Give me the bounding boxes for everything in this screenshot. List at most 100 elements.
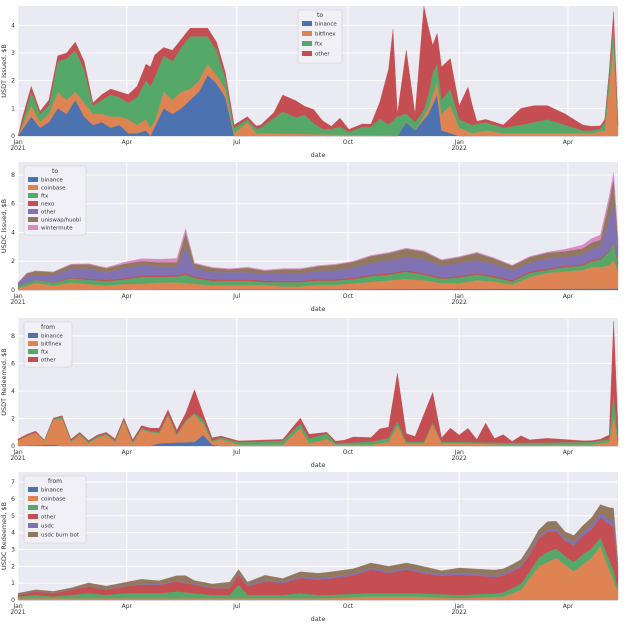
legend-title: to [317, 12, 323, 19]
x-tick-label: Apr [563, 139, 574, 146]
x-tick-label: Oct [343, 293, 354, 300]
legend-swatch [302, 51, 312, 56]
x-axis-label: date [311, 151, 326, 159]
legend-entry: wintermute [41, 226, 73, 232]
y-axis-label: USDC Issued, $B [0, 199, 8, 253]
x-axis-label: date [311, 461, 326, 469]
x-tick-label: Jan [12, 603, 22, 610]
y-tick-label: 2 [11, 78, 15, 85]
y-axis-label: USDT Issued, $B [0, 44, 8, 98]
legend-swatch [28, 185, 38, 190]
legend-swatch [28, 209, 38, 214]
legend-box [23, 475, 87, 544]
x-tick-label: Apr [563, 603, 574, 610]
y-tick-label: 0 [11, 597, 15, 604]
y-tick-label: 3 [11, 50, 15, 57]
x-tick-sublabel: 2021 [10, 455, 25, 462]
legend-swatch [28, 201, 38, 206]
x-tick-sublabel: 2021 [10, 145, 25, 152]
area-series-group [17, 504, 619, 601]
x-tick-sublabel: 2022 [452, 455, 467, 462]
area-series-usdc-burn-bot [17, 504, 619, 596]
y-axis-label: USDC Redeemed, $B [0, 502, 8, 570]
legend-entry: uniswap/huobi [41, 218, 81, 224]
legend-entry: nexo [41, 202, 55, 208]
x-tick-label: Jan [454, 603, 464, 610]
legend-swatch [28, 349, 38, 354]
legend-entry: binance [41, 488, 63, 494]
y-tick-label: 6 [11, 496, 15, 503]
y-tick-label: 2 [11, 563, 15, 570]
area-series-group [17, 172, 619, 291]
y-tick-label: 5 [11, 513, 15, 520]
y-tick-label: 0 [11, 287, 15, 294]
legend-entry: other [41, 515, 56, 521]
plot-area [18, 318, 618, 446]
y-tick-label: 4 [11, 229, 15, 236]
legend-swatch [28, 217, 38, 222]
x-tick-sublabel: 2021 [10, 609, 25, 616]
legend-swatch [302, 41, 312, 46]
x-tick-label: Apr [122, 293, 133, 300]
y-tick-label: 0 [11, 133, 15, 140]
x-tick-label: Jan [454, 449, 464, 456]
legend-title: to [52, 168, 58, 175]
y-tick-label: 4 [11, 22, 15, 29]
x-tick-label: Oct [343, 139, 354, 146]
legend-entry: usdc [41, 524, 54, 530]
x-tick-label: Jul [232, 449, 241, 456]
x-tick-label: Jan [12, 139, 22, 146]
legend-entry: ftx [41, 506, 49, 512]
y-tick-label: 6 [11, 360, 15, 367]
legend-swatch [302, 21, 312, 26]
legend-swatch [28, 341, 38, 346]
area-series-group [17, 5, 619, 137]
x-tick-label: Oct [343, 449, 354, 456]
legend-entry: ftx [41, 350, 49, 356]
legend-swatch [28, 496, 38, 501]
legend-entry: coinbase [41, 497, 66, 503]
y-tick-label: 1 [11, 580, 15, 587]
x-tick-label: Apr [122, 449, 133, 456]
y-tick-label: 0 [11, 443, 15, 450]
x-axis-label: date [311, 615, 326, 623]
legend-entry: binance [315, 22, 337, 28]
y-tick-label: 2 [11, 258, 15, 265]
x-tick-sublabel: 2022 [452, 299, 467, 306]
x-tick-label: Jul [232, 293, 241, 300]
x-tick-label: Jan [12, 449, 22, 456]
x-tick-label: Apr [122, 139, 133, 146]
y-tick-label: 6 [11, 201, 15, 208]
legend-swatch [28, 177, 38, 182]
y-tick-label: 8 [11, 172, 15, 179]
legend-swatch [28, 225, 38, 230]
x-tick-label: Jan [454, 139, 464, 146]
legend-swatch [28, 505, 38, 510]
legend-entry: ftx [315, 42, 323, 48]
y-tick-label: 2 [11, 415, 15, 422]
y-tick-label: 3 [11, 546, 15, 553]
area-series-group [17, 320, 619, 447]
x-tick-label: Jan [454, 293, 464, 300]
legend-entry: other [315, 52, 330, 58]
legend-swatch [28, 357, 38, 362]
legend-entry: bitfinex [315, 32, 336, 38]
x-axis-label: date [311, 305, 326, 313]
y-tick-label: 4 [11, 530, 15, 537]
x-tick-label: Apr [563, 449, 574, 456]
x-tick-sublabel: 2022 [452, 145, 467, 152]
legend-title: from [41, 324, 55, 331]
legend: from binance bitfinex ftx other [23, 321, 73, 368]
legend-entry: binance [41, 178, 63, 184]
x-tick-label: Oct [343, 603, 354, 610]
y-tick-label: 4 [11, 388, 15, 395]
legend-swatch [28, 514, 38, 519]
legend: to binance coinbase ftx nexo other uniswap/huo… [23, 165, 87, 236]
legend-swatch [28, 193, 38, 198]
y-tick-label: 7 [11, 479, 15, 486]
legend-swatch [28, 532, 38, 537]
y-tick-label: 8 [11, 333, 15, 340]
